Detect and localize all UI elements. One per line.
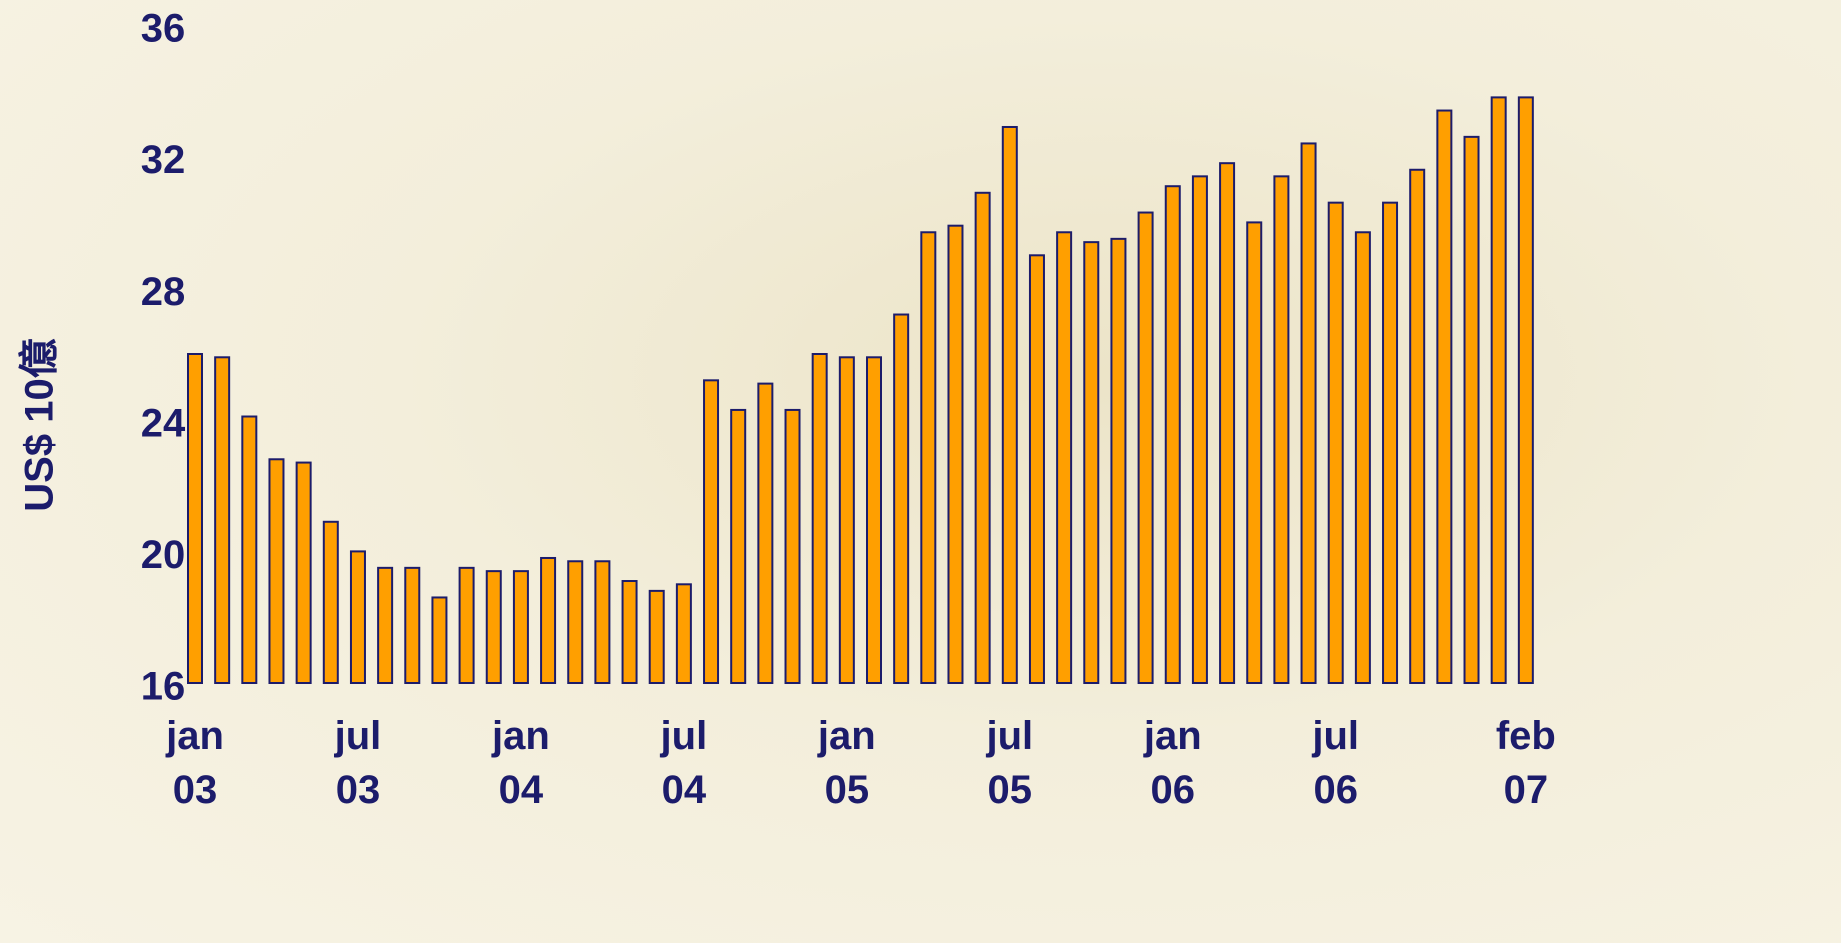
bar bbox=[595, 561, 609, 683]
x-tick-label: jul 04 bbox=[639, 709, 729, 817]
bar bbox=[677, 584, 691, 683]
bar bbox=[1465, 137, 1479, 683]
bar bbox=[704, 380, 718, 683]
y-tick-label: 32 bbox=[141, 138, 186, 182]
bar bbox=[215, 357, 229, 683]
y-tick-label: 16 bbox=[141, 665, 186, 709]
bar bbox=[948, 226, 962, 683]
y-tick-label: 24 bbox=[141, 401, 186, 445]
y-tick-label: 20 bbox=[141, 533, 186, 577]
bar bbox=[1193, 176, 1207, 683]
bar bbox=[1383, 203, 1397, 683]
bar bbox=[1111, 239, 1125, 683]
bar bbox=[1247, 222, 1261, 683]
bar bbox=[731, 410, 745, 683]
bar bbox=[894, 315, 908, 683]
x-tick-label: jul 03 bbox=[313, 709, 403, 817]
bar bbox=[568, 561, 582, 683]
x-tick-label: jan 03 bbox=[150, 709, 240, 817]
bar bbox=[1302, 143, 1316, 683]
bar bbox=[758, 384, 772, 683]
x-tick-label: jan 04 bbox=[476, 709, 566, 817]
y-tick-label: 36 bbox=[141, 7, 186, 51]
bar bbox=[1084, 242, 1098, 683]
bar bbox=[1274, 176, 1288, 683]
bar bbox=[460, 568, 474, 683]
bar bbox=[840, 357, 854, 683]
bar bbox=[1519, 97, 1533, 683]
x-tick-label: jul 06 bbox=[1291, 709, 1381, 817]
bar bbox=[541, 558, 555, 683]
bar bbox=[623, 581, 637, 683]
bar bbox=[1166, 186, 1180, 683]
bar bbox=[921, 232, 935, 683]
bar bbox=[242, 417, 256, 683]
bar bbox=[976, 193, 990, 683]
bar bbox=[514, 571, 528, 683]
bar bbox=[432, 597, 446, 683]
y-tick-label: 28 bbox=[141, 270, 186, 314]
bar bbox=[786, 410, 800, 683]
bar bbox=[378, 568, 392, 683]
bar bbox=[1329, 203, 1343, 683]
x-tick-label: feb 07 bbox=[1481, 709, 1571, 817]
bar bbox=[269, 459, 283, 683]
bar bbox=[813, 354, 827, 683]
y-axis-label: US$ 10億 bbox=[18, 338, 62, 511]
bar bbox=[1003, 127, 1017, 683]
bar bbox=[405, 568, 419, 683]
bar bbox=[324, 522, 338, 683]
bar bbox=[188, 354, 202, 683]
x-tick-label: jan 06 bbox=[1128, 709, 1218, 817]
bar bbox=[1030, 255, 1044, 683]
bar bbox=[1220, 163, 1234, 683]
bar bbox=[1410, 170, 1424, 683]
bar bbox=[1057, 232, 1071, 683]
bar bbox=[297, 463, 311, 683]
bar bbox=[867, 357, 881, 683]
x-tick-label: jan 05 bbox=[802, 709, 892, 817]
bar bbox=[1437, 111, 1451, 683]
bar bbox=[487, 571, 501, 683]
bar bbox=[351, 551, 365, 683]
bar bbox=[1492, 97, 1506, 683]
bar bbox=[1139, 213, 1153, 683]
chart-container: US$ 10億 16 20 24 28 32 36 jan 03 jul 03 jan 04 j… bbox=[0, 0, 1841, 943]
bar bbox=[1356, 232, 1370, 683]
x-tick-label: jul 05 bbox=[965, 709, 1055, 817]
bar bbox=[650, 591, 664, 683]
